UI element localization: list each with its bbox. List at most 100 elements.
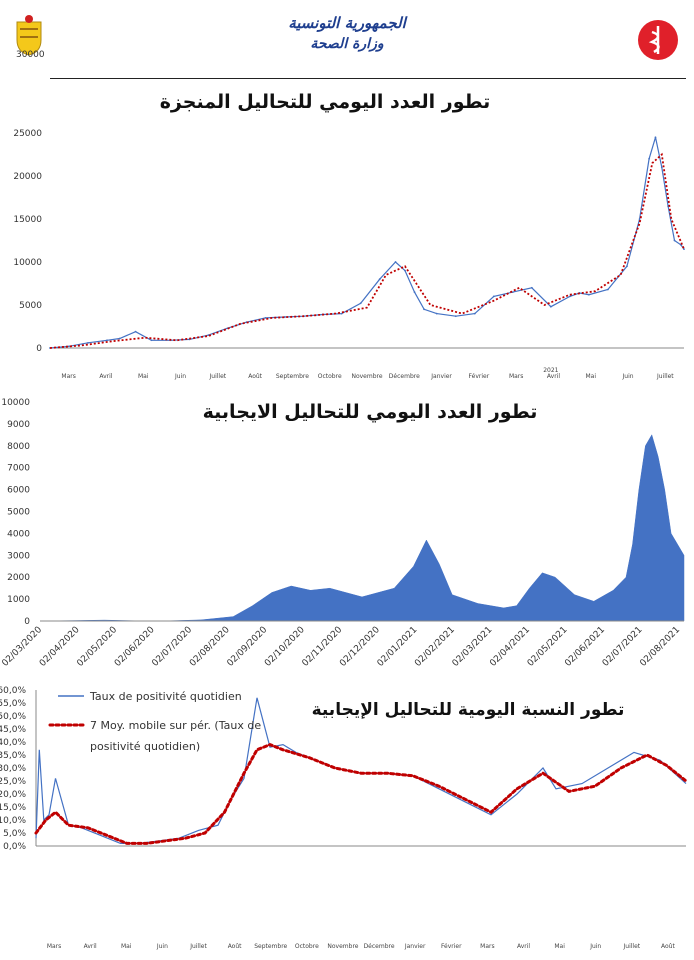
header-rule bbox=[50, 78, 686, 79]
daily-tests-point bbox=[134, 330, 137, 333]
legend-entry-moving-average-cont: positivité quotidien) bbox=[90, 740, 200, 753]
daily-tests-point bbox=[150, 339, 153, 342]
x-month-label: Juillet bbox=[209, 373, 227, 380]
daily-tests-point bbox=[413, 291, 416, 293]
chart-title: تطور العدد اليومي للتحاليل المنجزة bbox=[160, 91, 491, 113]
x-month-label: Novembre bbox=[351, 373, 382, 380]
y-tick-label: 4000 bbox=[7, 529, 30, 539]
daily-tests-point bbox=[511, 291, 514, 293]
chart-positivity-rate: 0,0% 5,0% 10,0% 15,0% 20,0% 25,0% 30,0% 35,0% 40… bbox=[0, 680, 694, 960]
daily-tests-point bbox=[660, 166, 663, 169]
daily-tests-point bbox=[638, 218, 641, 220]
daily-tests-point bbox=[549, 305, 552, 308]
y-tick-label: 7000 bbox=[7, 464, 30, 474]
x-year-label: 2021 bbox=[543, 367, 558, 374]
x-month-label: Décembre bbox=[364, 943, 395, 950]
x-month-label: Octobre bbox=[318, 373, 342, 380]
ministry-health-logo-icon bbox=[638, 20, 678, 60]
x-month-label: Octobre bbox=[295, 943, 319, 950]
daily-tests-point bbox=[673, 239, 676, 242]
daily-tests-point bbox=[530, 286, 533, 289]
x-month-label: Décembre bbox=[389, 373, 420, 380]
moving-average-line bbox=[34, 742, 688, 845]
y-tick-label: 6000 bbox=[7, 486, 30, 496]
y-tick-label: 0 bbox=[36, 344, 42, 354]
y-tick-label: 45,0% bbox=[0, 725, 26, 735]
y-tick-label: 5000 bbox=[7, 508, 30, 518]
x-month-label: Mai bbox=[138, 373, 149, 380]
x-month-label: Novembre bbox=[327, 943, 358, 950]
daily-tests-point bbox=[359, 302, 362, 305]
x-month-label: Juillet bbox=[623, 943, 641, 950]
positive-tests-area bbox=[39, 434, 685, 622]
y-tick-label: 5,0% bbox=[3, 829, 26, 839]
x-month-label: Janvier bbox=[404, 943, 426, 950]
x-month-label: Février bbox=[441, 943, 462, 950]
y-tick-label: 15000 bbox=[13, 215, 42, 225]
x-month-label: Juillet bbox=[189, 943, 207, 950]
header: الجمهورية التونسية وزارة الصحة 30000 bbox=[0, 0, 694, 78]
y-tick-label: 10,0% bbox=[0, 816, 26, 826]
x-month-label: Février bbox=[469, 373, 490, 380]
daily-tests-point bbox=[340, 312, 343, 315]
daily-tests-point bbox=[654, 136, 657, 139]
x-month-label: Mai bbox=[554, 943, 565, 950]
y-tick-label: 35,0% bbox=[0, 751, 26, 761]
x-month-label: Juin bbox=[622, 373, 634, 380]
y-tick-label: 2000 bbox=[7, 573, 30, 583]
x-month-label: Mai bbox=[121, 943, 132, 950]
tunisia-emblem-icon bbox=[16, 15, 42, 56]
daily-tests-point bbox=[568, 295, 571, 298]
x-month-label: Juillet bbox=[656, 373, 674, 380]
x-month-label: Septembre bbox=[254, 943, 287, 950]
daily-tests-point bbox=[454, 315, 457, 318]
daily-tests-point bbox=[588, 293, 590, 296]
y-tick-label: 60,0% bbox=[0, 686, 26, 696]
x-month-label: Avril bbox=[84, 943, 97, 950]
y-tick-label: 9000 bbox=[7, 420, 30, 430]
x-month-label: Mars bbox=[47, 943, 61, 950]
daily-tests-point bbox=[607, 288, 609, 291]
legend-entry-moving-average: 7 Moy. mobile sur pér. (Taux de bbox=[90, 719, 261, 732]
x-tick-label: 02/08/2021 bbox=[638, 625, 682, 669]
y-tick-label: 5000 bbox=[19, 301, 42, 311]
daily-tests-point bbox=[683, 248, 685, 251]
x-month-label: Juin bbox=[589, 943, 601, 950]
x-month-label: Janvier bbox=[430, 373, 452, 380]
y-tick-label: 10000 bbox=[1, 398, 30, 408]
x-month-label: Août bbox=[248, 373, 262, 380]
header-line-1: الجمهورية التونسية bbox=[288, 14, 406, 32]
daily-tests-point bbox=[87, 341, 89, 344]
daily-tests-point bbox=[473, 312, 476, 315]
y-tick-label: 20,0% bbox=[0, 790, 26, 800]
chart-tests-performed: 0 5000 10000 15000 20000 25000 تطور العدد اليو… bbox=[0, 80, 694, 380]
y-tick-label: 1000 bbox=[7, 595, 30, 605]
x-month-label: Avril bbox=[99, 373, 112, 380]
chart-title: تطور النسبة اليومية للتحاليل الإيجابية bbox=[312, 700, 625, 720]
x-month-label: Avril bbox=[547, 373, 560, 380]
header-line-2: وزارة الصحة bbox=[310, 36, 384, 52]
daily-tests-point bbox=[626, 265, 628, 268]
daily-tests-point bbox=[106, 339, 108, 342]
daily-tests-point bbox=[404, 269, 406, 272]
y-tick-label: 40,0% bbox=[0, 738, 26, 748]
x-month-label: Août bbox=[661, 943, 675, 950]
y-tick-label: 25000 bbox=[13, 129, 42, 139]
legend-entry-daily-rate: Taux de positivité quotidien bbox=[89, 690, 242, 703]
y-tick-label: 10000 bbox=[13, 258, 42, 268]
moving-average-line bbox=[49, 152, 685, 349]
x-month-label: Mai bbox=[585, 373, 596, 380]
daily-tests-point bbox=[118, 337, 121, 340]
y-tick-label: 8000 bbox=[7, 442, 30, 452]
y-tick-label: 55,0% bbox=[0, 699, 26, 709]
daily-tests-point bbox=[648, 157, 651, 160]
y-tick-label: 25,0% bbox=[0, 777, 26, 787]
x-month-label: Mars bbox=[480, 943, 494, 950]
daily-tests-point bbox=[68, 345, 70, 348]
daily-tests-point bbox=[435, 312, 438, 315]
y-tick-label: 50,0% bbox=[0, 712, 26, 722]
x-month-label: Mars bbox=[509, 373, 523, 380]
daily-tests-point bbox=[492, 295, 495, 298]
daily-tests-point bbox=[378, 278, 381, 281]
x-month-label: Juin bbox=[156, 943, 168, 950]
